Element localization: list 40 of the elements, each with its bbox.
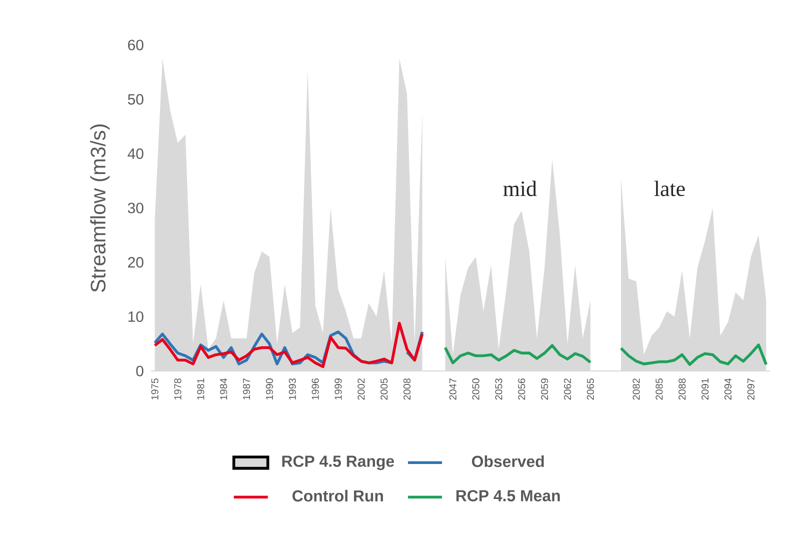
x-tick-label: 2050 bbox=[472, 378, 480, 400]
y-axis-title: Streamflow (m3/s) bbox=[90, 124, 110, 292]
x-tick-label: 1975 bbox=[151, 378, 158, 400]
legend-label: RCP 4.5 Range bbox=[282, 456, 394, 470]
x-tick-label: 1981 bbox=[197, 378, 204, 400]
x-tick-label: 1978 bbox=[174, 378, 182, 400]
x-tick-label: 1987 bbox=[242, 378, 250, 400]
y-tick-label: 30 bbox=[128, 202, 144, 214]
legend-label: Control Run bbox=[292, 490, 383, 502]
x-tick-label: 1996 bbox=[312, 378, 319, 400]
x-tick-label: 1984 bbox=[220, 378, 228, 400]
x-tick-label: 2088 bbox=[678, 378, 686, 400]
x-tick-label: 2062 bbox=[564, 378, 572, 400]
y-tick-label: 20 bbox=[128, 257, 144, 268]
x-tick-label: 2008 bbox=[403, 378, 411, 400]
x-tick-label: 2091 bbox=[702, 378, 709, 400]
y-tick-label: 60 bbox=[128, 40, 144, 50]
x-tick-label: 2094 bbox=[724, 378, 732, 400]
x-tick-label: 2085 bbox=[656, 378, 663, 400]
line-series bbox=[153, 322, 424, 368]
legend-label: Observed bbox=[472, 455, 544, 468]
y-tick-label: 10 bbox=[128, 311, 144, 322]
x-tick-label: 2053 bbox=[495, 378, 502, 400]
x-tick-label: 2059 bbox=[541, 378, 548, 400]
annotation: mid bbox=[503, 180, 537, 196]
annotation: late bbox=[654, 180, 685, 196]
x-tick-label: 2097 bbox=[747, 378, 754, 400]
x-tick-label: 2056 bbox=[518, 378, 526, 400]
x-tick-label: 1990 bbox=[266, 378, 273, 400]
x-tick-label: 2002 bbox=[358, 378, 365, 400]
legend-label: RCP 4.5 Mean bbox=[456, 490, 560, 502]
x-tick-label: 2065 bbox=[586, 378, 594, 400]
x-tick-label: 1993 bbox=[288, 378, 296, 400]
x-tick-label: 2082 bbox=[632, 378, 640, 400]
y-tick-label: 40 bbox=[128, 148, 144, 159]
x-tick-label: 1999 bbox=[334, 378, 342, 400]
y-tick-label: 0 bbox=[136, 366, 144, 376]
x-tick-label: 2047 bbox=[449, 378, 456, 400]
x-tick-label: 2005 bbox=[380, 378, 388, 400]
y-tick-label: 50 bbox=[128, 94, 144, 105]
